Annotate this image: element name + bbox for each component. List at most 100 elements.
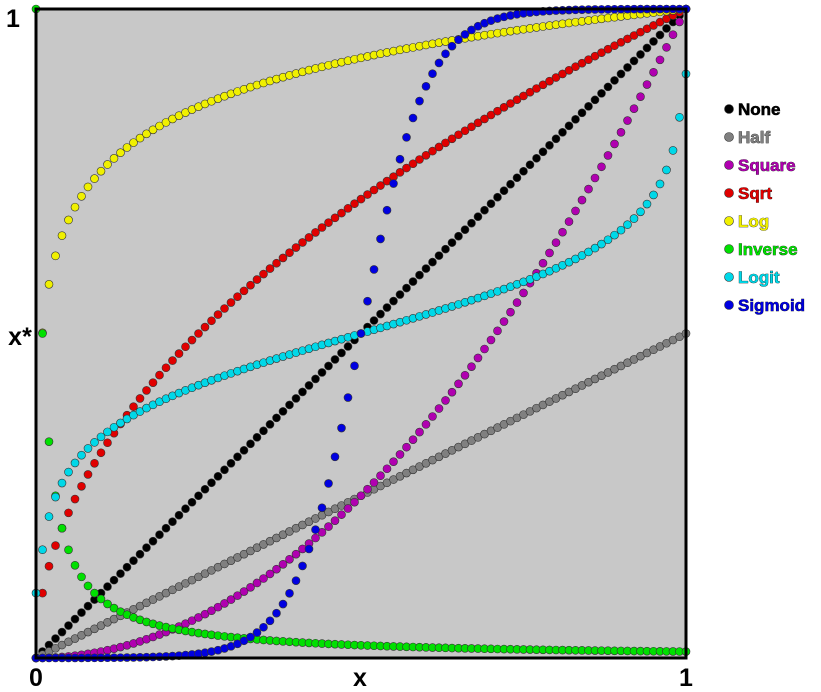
data-point	[57, 478, 67, 488]
data-point	[233, 292, 242, 301]
legend-marker	[724, 272, 734, 282]
data-point	[298, 387, 307, 397]
data-point	[57, 523, 67, 533]
data-point	[278, 559, 288, 569]
data-point	[285, 554, 294, 564]
data-point	[272, 413, 281, 423]
data-point	[246, 439, 255, 449]
data-point	[402, 283, 411, 293]
data-point	[64, 545, 73, 555]
data-point	[57, 627, 67, 637]
data-point	[395, 290, 405, 299]
data-point	[239, 286, 249, 296]
data-point	[90, 438, 99, 447]
data-point	[538, 258, 548, 268]
data-point	[330, 452, 340, 462]
data-point	[129, 556, 138, 565]
data-point	[577, 195, 587, 205]
data-point	[551, 73, 561, 82]
data-point	[259, 574, 268, 583]
data-point	[610, 230, 619, 240]
data-point	[207, 606, 216, 615]
data-point	[174, 349, 184, 358]
data-point	[246, 280, 255, 290]
data-point	[363, 484, 372, 494]
data-point	[376, 234, 385, 244]
data-point	[454, 35, 463, 45]
data-point	[597, 89, 606, 98]
data-point	[64, 467, 73, 477]
data-point	[103, 427, 112, 437]
data-point	[460, 30, 470, 39]
data-point	[226, 595, 236, 604]
data-point	[122, 414, 132, 424]
data-point	[356, 491, 366, 501]
data-point	[558, 128, 567, 137]
data-point	[551, 238, 561, 247]
data-point	[382, 303, 392, 312]
data-point	[649, 37, 658, 46]
data-point	[434, 58, 444, 68]
data-point	[376, 181, 385, 190]
data-point	[675, 17, 684, 27]
data-point	[428, 146, 437, 156]
data-point	[486, 110, 496, 120]
data-point	[421, 264, 431, 273]
data-point	[564, 66, 574, 75]
data-point	[155, 530, 164, 539]
data-point	[129, 402, 138, 411]
data-point	[207, 478, 216, 488]
data-point	[168, 517, 177, 527]
data-point	[460, 126, 470, 136]
data-point	[395, 450, 405, 459]
data-point	[499, 317, 509, 326]
data-point	[525, 87, 535, 97]
data-point	[155, 121, 164, 131]
data-point	[64, 215, 73, 225]
data-point	[434, 404, 444, 413]
data-point	[421, 150, 431, 160]
legend-marker	[724, 160, 734, 170]
data-point	[298, 561, 307, 571]
data-point	[441, 244, 450, 254]
data-point	[421, 82, 431, 91]
data-point	[38, 329, 47, 338]
data-point	[44, 561, 54, 571]
data-point	[610, 139, 619, 149]
data-point	[506, 179, 515, 189]
data-point	[402, 163, 411, 173]
data-point	[135, 133, 145, 143]
data-point	[233, 452, 242, 462]
data-point	[77, 608, 86, 617]
data-point	[571, 206, 580, 216]
data-point	[194, 329, 203, 338]
x-tick-label: 1	[679, 664, 693, 692]
legend-marker	[724, 216, 734, 226]
data-point	[142, 129, 151, 139]
data-point	[467, 218, 476, 228]
data-point	[584, 55, 593, 64]
data-point	[441, 396, 450, 405]
legend-label: Log	[738, 212, 769, 231]
data-point	[116, 418, 125, 428]
data-point	[564, 121, 574, 131]
data-point	[389, 457, 398, 466]
data-point	[421, 420, 431, 429]
data-point	[77, 481, 86, 491]
data-point	[265, 616, 275, 626]
data-point	[545, 76, 554, 86]
data-point	[330, 213, 340, 223]
data-point	[460, 370, 470, 380]
data-point	[538, 80, 548, 90]
data-point	[480, 205, 489, 215]
data-point	[551, 134, 561, 144]
data-point	[83, 444, 93, 453]
data-point	[304, 233, 314, 242]
data-point	[291, 243, 301, 252]
data-point	[629, 104, 639, 113]
data-point	[610, 76, 619, 85]
data-point	[226, 458, 236, 468]
data-point	[662, 43, 671, 52]
data-point	[603, 151, 613, 160]
legend-label: None	[738, 100, 781, 119]
